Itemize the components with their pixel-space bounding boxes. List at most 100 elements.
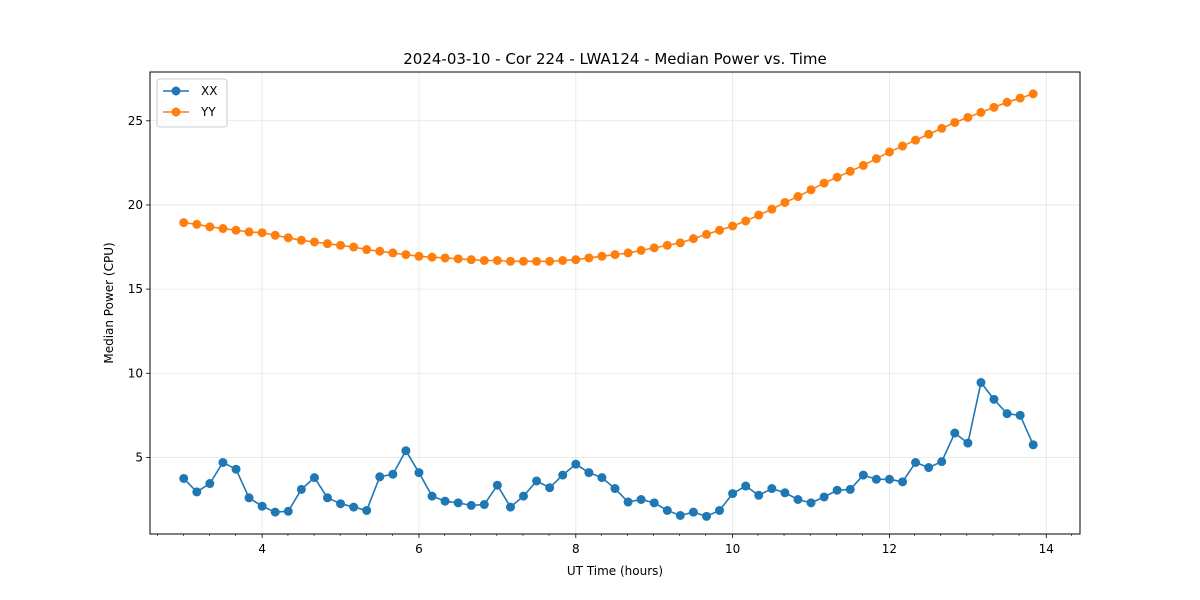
data-point-yy bbox=[976, 107, 986, 117]
data-point-yy bbox=[584, 253, 594, 263]
data-point-yy bbox=[309, 237, 319, 247]
data-point-yy bbox=[283, 233, 293, 243]
data-point-yy bbox=[754, 210, 764, 220]
data-point-yy bbox=[871, 154, 881, 164]
legend-entries: XX YY bbox=[163, 84, 217, 119]
data-point-yy bbox=[1015, 93, 1025, 103]
data-point-xx bbox=[675, 510, 685, 520]
data-point-yy bbox=[937, 123, 947, 133]
data-point-xx bbox=[845, 484, 855, 494]
x-tick-label: 6 bbox=[415, 542, 423, 556]
data-point-yy bbox=[453, 254, 463, 264]
data-point-xx bbox=[440, 496, 450, 506]
data-point-yy bbox=[675, 238, 685, 248]
data-point-xx bbox=[806, 498, 816, 508]
data-point-xx bbox=[309, 473, 319, 483]
data-point-yy bbox=[989, 102, 999, 112]
data-point-xx bbox=[427, 491, 437, 501]
data-point-xx bbox=[349, 502, 359, 512]
data-point-yy bbox=[518, 256, 528, 266]
data-point-yy bbox=[440, 253, 450, 263]
legend: XX YY bbox=[156, 78, 228, 128]
data-point-yy bbox=[715, 225, 725, 235]
data-point-xx bbox=[362, 505, 372, 515]
data-point-yy bbox=[336, 240, 346, 250]
data-point-yy bbox=[662, 240, 672, 250]
data-point-xx bbox=[858, 470, 868, 480]
data-point-yy bbox=[558, 256, 568, 265]
data-point-xx bbox=[505, 502, 515, 512]
data-point-xx bbox=[270, 507, 280, 517]
data-point-xx bbox=[662, 505, 672, 515]
data-point-yy bbox=[322, 239, 332, 249]
data-point-xx bbox=[1015, 410, 1025, 420]
x-tick-label: 10 bbox=[725, 542, 740, 556]
data-point-yy bbox=[845, 166, 855, 176]
data-point-xx bbox=[715, 505, 725, 515]
series-xx bbox=[179, 378, 1038, 521]
series-layer bbox=[179, 89, 1038, 521]
x-tick-label: 8 bbox=[572, 542, 580, 556]
y-tick-label: 10 bbox=[128, 366, 143, 380]
data-point-xx bbox=[218, 457, 228, 467]
data-point-xx bbox=[205, 479, 215, 489]
data-point-yy bbox=[205, 222, 215, 232]
x-axis-label: UT Time (hours) bbox=[567, 564, 663, 578]
data-point-xx bbox=[924, 463, 934, 473]
data-point-yy bbox=[401, 250, 411, 260]
data-point-yy bbox=[571, 255, 581, 265]
data-point-yy bbox=[702, 229, 712, 239]
x-tick-label: 14 bbox=[1039, 542, 1054, 556]
data-point-xx bbox=[518, 491, 528, 501]
data-point-xx bbox=[780, 488, 790, 498]
data-point-xx bbox=[754, 490, 764, 500]
data-point-yy bbox=[466, 255, 476, 265]
data-point-yy bbox=[179, 218, 189, 228]
data-point-xx bbox=[649, 498, 659, 508]
data-point-yy bbox=[623, 248, 633, 258]
data-point-xx bbox=[871, 474, 881, 484]
data-point-xx bbox=[597, 473, 607, 483]
data-point-yy bbox=[362, 245, 372, 255]
data-point-xx bbox=[793, 495, 803, 504]
data-point-xx bbox=[571, 459, 581, 469]
data-point-yy bbox=[963, 112, 973, 122]
data-point-xx bbox=[453, 498, 463, 508]
data-point-yy bbox=[231, 225, 241, 235]
data-point-yy bbox=[492, 256, 502, 265]
data-point-yy bbox=[806, 185, 816, 195]
data-point-yy bbox=[545, 256, 555, 266]
data-point-yy bbox=[741, 216, 751, 226]
legend-entry-yy: YY bbox=[163, 105, 216, 119]
data-point-yy bbox=[924, 129, 934, 139]
data-point-xx bbox=[728, 489, 738, 499]
y-tick-label: 5 bbox=[135, 450, 143, 464]
data-point-xx bbox=[1028, 440, 1038, 450]
data-point-yy bbox=[505, 256, 515, 266]
data-point-xx bbox=[257, 501, 267, 511]
plot-frame bbox=[149, 71, 1081, 535]
legend-marker-xx bbox=[171, 86, 181, 96]
data-point-yy bbox=[649, 243, 659, 253]
data-point-xx bbox=[388, 469, 398, 479]
data-point-xx bbox=[558, 470, 568, 480]
data-point-xx bbox=[401, 446, 411, 456]
data-point-xx bbox=[1002, 409, 1012, 419]
data-point-xx bbox=[322, 493, 332, 503]
data-point-yy bbox=[950, 117, 960, 127]
data-point-yy bbox=[858, 160, 868, 170]
data-point-yy bbox=[780, 197, 790, 207]
data-point-xx bbox=[492, 480, 502, 490]
data-point-yy bbox=[414, 251, 424, 261]
data-point-xx bbox=[623, 497, 633, 507]
data-point-xx bbox=[688, 507, 698, 517]
data-point-xx bbox=[963, 438, 973, 448]
data-point-xx bbox=[610, 484, 620, 494]
grid-layer bbox=[150, 72, 1080, 534]
data-point-yy bbox=[479, 256, 489, 265]
data-point-yy bbox=[218, 224, 228, 234]
data-point-xx bbox=[545, 483, 555, 493]
legend-label-xx: XX bbox=[201, 84, 217, 98]
data-point-xx bbox=[466, 500, 476, 510]
chart-title: 2024-03-10 - Cor 224 - LWA124 - Median P… bbox=[403, 50, 827, 68]
